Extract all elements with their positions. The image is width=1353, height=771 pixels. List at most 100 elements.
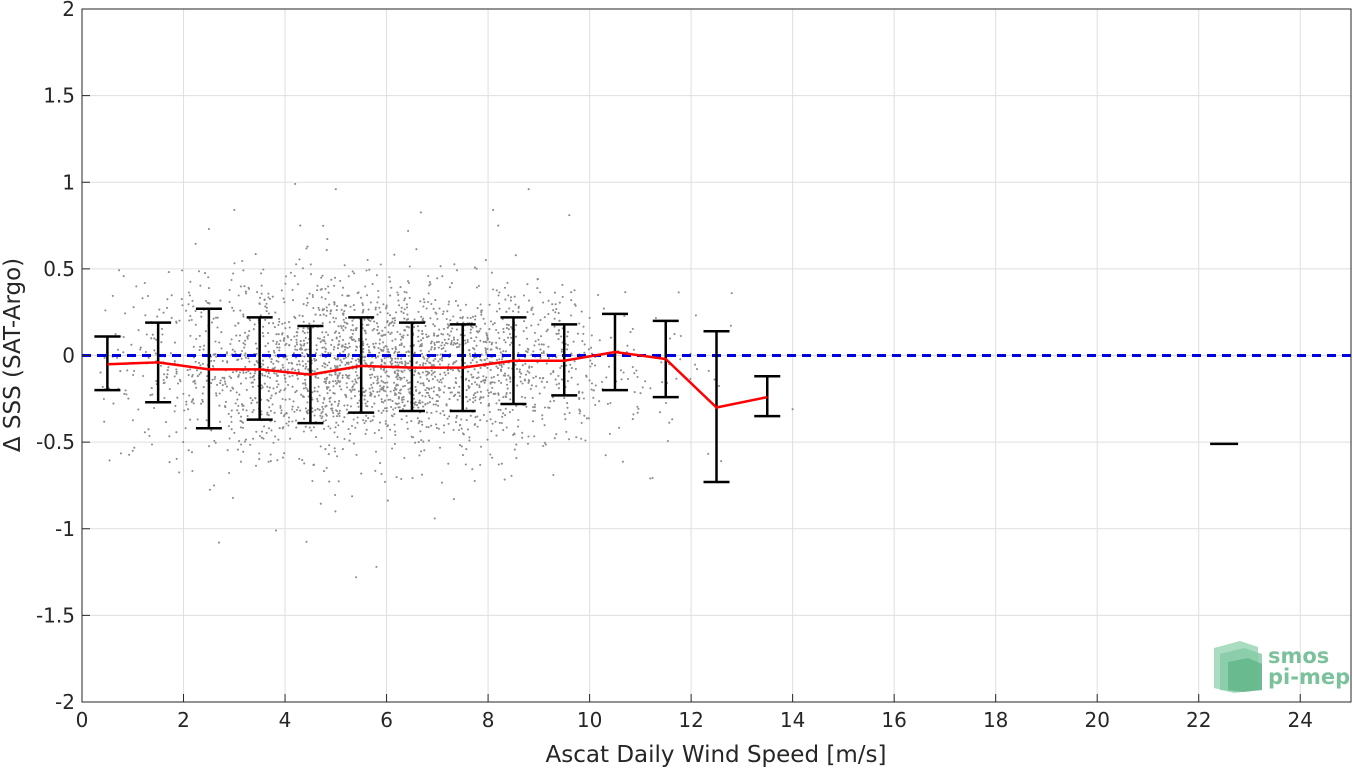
scatter-point xyxy=(397,391,400,394)
scatter-point xyxy=(346,404,349,407)
scatter-point xyxy=(352,329,355,332)
scatter-point xyxy=(188,394,191,397)
scatter-point xyxy=(321,410,324,413)
scatter-point xyxy=(332,380,335,383)
scatter-point xyxy=(405,379,408,382)
scatter-point xyxy=(385,345,388,348)
scatter-point xyxy=(486,357,489,360)
scatter-point xyxy=(338,340,341,343)
scatter-point xyxy=(493,322,496,325)
scatter-point xyxy=(174,404,177,407)
scatter-point xyxy=(219,420,222,423)
scatter-point xyxy=(626,377,630,381)
y-tick-label: 1 xyxy=(62,170,75,194)
scatter-point xyxy=(454,393,457,396)
scatter-point xyxy=(347,362,350,366)
scatter-point xyxy=(497,463,500,466)
scatter-point xyxy=(406,280,410,283)
scatter-point xyxy=(320,412,323,415)
scatter-point xyxy=(495,434,498,437)
scatter-point xyxy=(505,426,508,429)
scatter-point xyxy=(474,399,477,402)
scatter-point xyxy=(384,307,387,310)
scatter-point xyxy=(505,396,508,399)
scatter-point xyxy=(323,398,326,401)
scatter-point xyxy=(255,352,258,355)
scatter-point xyxy=(447,338,450,341)
scatter-point xyxy=(587,417,590,420)
scatter-point xyxy=(585,375,588,378)
scatter-point xyxy=(296,363,299,366)
scatter-point xyxy=(502,331,505,334)
scatter-point xyxy=(486,438,489,441)
scatter-point xyxy=(119,452,122,455)
scatter-point xyxy=(565,348,569,351)
scatter-point xyxy=(144,314,147,317)
scatter-point xyxy=(278,317,281,321)
scatter-point xyxy=(423,449,426,452)
scatter-point xyxy=(199,371,203,374)
scatter-point xyxy=(730,292,733,295)
scatter-point xyxy=(419,349,422,352)
scatter-point xyxy=(339,380,342,383)
scatter-point xyxy=(351,385,355,388)
scatter-point xyxy=(259,296,262,299)
scatter-point xyxy=(399,388,403,391)
scatter-point xyxy=(483,381,486,384)
scatter-point xyxy=(414,385,417,389)
scatter-point xyxy=(608,432,611,435)
scatter-point xyxy=(403,317,406,320)
scatter-point xyxy=(361,302,364,305)
scatter-point xyxy=(421,423,424,426)
scatter-point xyxy=(419,402,422,405)
scatter-point xyxy=(334,372,337,376)
logo-emblem xyxy=(1214,641,1262,693)
scatter-point xyxy=(489,391,493,394)
scatter-point xyxy=(482,396,485,399)
scatter-point xyxy=(216,326,219,329)
scatter-point xyxy=(314,352,317,355)
scatter-point xyxy=(539,319,542,322)
scatter-point xyxy=(450,282,453,285)
scatter-point xyxy=(275,359,278,362)
scatter-point xyxy=(424,370,428,373)
scatter-point xyxy=(316,284,319,287)
scatter-point xyxy=(318,408,321,411)
scatter-point xyxy=(583,343,586,346)
scatter-point xyxy=(274,529,278,532)
scatter-point xyxy=(520,395,524,398)
scatter-point xyxy=(232,387,235,390)
scatter-point xyxy=(319,314,322,317)
scatter-point xyxy=(488,410,491,414)
scatter-point xyxy=(409,360,412,363)
scatter-point xyxy=(499,351,502,354)
scatter-point xyxy=(316,400,319,403)
scatter-point xyxy=(348,374,351,377)
scatter-point xyxy=(396,357,400,360)
scatter-point xyxy=(248,360,251,363)
scatter-point xyxy=(323,340,326,343)
scatter-point xyxy=(578,322,581,325)
scatter-point xyxy=(422,356,425,359)
scatter-point xyxy=(400,357,403,360)
scatter-point xyxy=(436,353,439,356)
scatter-point xyxy=(473,356,476,359)
scatter-point xyxy=(380,363,383,366)
scatter-point xyxy=(124,312,127,315)
scatter-point xyxy=(464,378,467,381)
scatter-point xyxy=(514,303,517,306)
scatter-point xyxy=(365,324,368,327)
scatter-point xyxy=(561,295,564,298)
scatter-point xyxy=(207,287,210,290)
scatter-point xyxy=(473,381,477,384)
scatter-point xyxy=(301,360,304,363)
scatter-point xyxy=(383,480,387,483)
scatter-point xyxy=(159,364,163,367)
scatter-point xyxy=(609,336,613,339)
scatter-point xyxy=(537,338,540,341)
scatter-point xyxy=(192,345,195,348)
scatter-point xyxy=(434,375,437,378)
scatter-point xyxy=(426,357,429,360)
x-tick-label: 10 xyxy=(577,708,602,732)
scatter-point xyxy=(275,392,278,395)
